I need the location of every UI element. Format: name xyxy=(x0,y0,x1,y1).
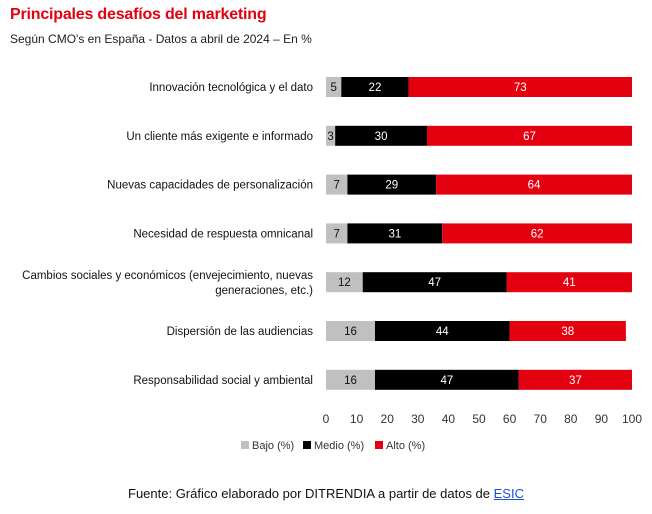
data-label: 22 xyxy=(369,82,382,94)
category-label: Cambios sociales y económicos (envejecim… xyxy=(22,270,313,297)
data-label: 29 xyxy=(385,180,398,192)
bar-segment-medio xyxy=(374,321,510,341)
data-label: 67 xyxy=(523,131,536,143)
data-label: 64 xyxy=(528,180,541,192)
bars-group: 5 22 73 3 30 67 7 29 64 7 31 62 12 47 41 16 44 38 16 47 37 xyxy=(326,77,632,390)
data-label: 7 xyxy=(334,228,340,240)
x-tick-label: 20 xyxy=(381,412,395,426)
x-tick-label: 90 xyxy=(595,412,609,426)
bar-segment-alto xyxy=(408,77,632,97)
data-label: 30 xyxy=(375,131,388,143)
bar-segment-medio xyxy=(335,125,427,146)
data-label: 62 xyxy=(531,228,544,240)
category-label: Responsabilidad social y ambiental xyxy=(133,375,313,387)
source-text: Fuente: Gráfico elaborado por DITRENDIA … xyxy=(128,486,494,501)
bar-segment-alto xyxy=(506,272,632,293)
legend-swatch-bajo xyxy=(241,441,249,449)
bar-segment-alto xyxy=(442,223,632,244)
data-label: 37 xyxy=(569,375,582,387)
bar-segment-bajo xyxy=(326,125,336,146)
bar-segment-medio xyxy=(374,369,519,390)
bar-segment-medio xyxy=(341,77,409,97)
bar-segment-bajo xyxy=(326,321,375,341)
bar-segment-alto xyxy=(509,321,626,341)
bar-segment-bajo xyxy=(326,174,348,195)
stacked-bar-chart: Innovación tecnológica y el dato Un clien… xyxy=(22,77,643,452)
data-label: 5 xyxy=(330,82,336,94)
source-link[interactable]: ESIC xyxy=(493,486,524,501)
data-label: 7 xyxy=(334,180,340,192)
category-labels: Innovación tecnológica y el dato Un clien… xyxy=(22,82,313,387)
x-tick-label: 60 xyxy=(503,412,517,426)
data-label: 44 xyxy=(436,326,449,338)
bar-segment-medio xyxy=(362,272,507,293)
data-label: 47 xyxy=(428,277,441,289)
legend-swatch-alto xyxy=(375,441,383,449)
legend-label: Alto (%) xyxy=(386,440,425,452)
x-tick-label: 50 xyxy=(472,412,486,426)
x-tick-label: 40 xyxy=(442,412,456,426)
bar-segment-bajo xyxy=(326,77,342,97)
data-label: 3 xyxy=(327,131,333,143)
bar-segment-bajo xyxy=(326,272,363,293)
data-label: 31 xyxy=(388,228,401,240)
category-label: Innovación tecnológica y el dato xyxy=(149,82,313,94)
bar-segment-bajo xyxy=(326,369,375,390)
chart-subtitle: Según CMO's en España - Datos a abril de… xyxy=(10,32,312,46)
bar-segment-alto xyxy=(518,369,632,390)
legend-label: Bajo (%) xyxy=(252,440,294,452)
bar-segment-alto xyxy=(436,174,632,195)
bar-segment-medio xyxy=(347,174,437,195)
x-tick-label: 10 xyxy=(350,412,364,426)
x-tick-label: 0 xyxy=(323,412,330,426)
x-tick-label: 30 xyxy=(411,412,425,426)
legend-swatch-medio xyxy=(303,441,311,449)
category-label: Necesidad de respuesta omnicanal xyxy=(133,228,313,240)
legend: Bajo (%) Medio (%) Alto (%) xyxy=(241,440,425,452)
data-label: 12 xyxy=(338,277,351,289)
bar-segment-alto xyxy=(426,125,632,146)
x-tick-label: 70 xyxy=(534,412,548,426)
data-label: 47 xyxy=(440,375,453,387)
bar-segment-bajo xyxy=(326,223,348,244)
category-label: Nuevas capacidades de personalización xyxy=(107,180,313,192)
x-tick-label: 80 xyxy=(564,412,578,426)
source-note: Fuente: Gráfico elaborado por DITRENDIA … xyxy=(0,486,652,501)
category-label: Dispersión de las audiencias xyxy=(167,326,314,338)
bar-segment-medio xyxy=(347,223,443,244)
x-tick-label: 100 xyxy=(622,412,642,426)
chart-title: Principales desafíos del marketing xyxy=(10,6,267,23)
x-axis: 0 10 20 30 40 50 60 70 80 90 100 xyxy=(323,412,643,426)
legend-label: Medio (%) xyxy=(314,440,364,452)
data-label: 16 xyxy=(344,326,357,338)
category-label: Un cliente más exigente e informado xyxy=(126,131,313,143)
data-label: 38 xyxy=(561,326,574,338)
data-label: 16 xyxy=(344,375,357,387)
data-label: 73 xyxy=(514,82,527,94)
data-label: 41 xyxy=(563,277,576,289)
